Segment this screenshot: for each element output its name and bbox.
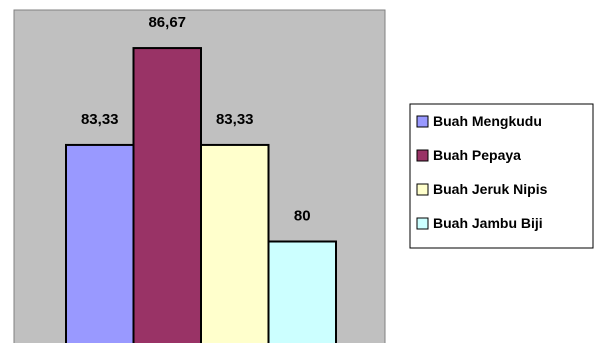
bar-4 [269,242,337,344]
legend-swatch-3 [417,184,428,195]
legend-swatch-2 [417,150,428,161]
data-label-4: 80 [294,208,311,225]
legend-swatch-1 [417,116,428,127]
legend-swatch-4 [417,218,428,229]
data-label-1: 83,33 [81,111,119,128]
bar-3 [201,145,269,343]
legend-label-1: Buah Mengkudu [433,113,542,129]
bar-1 [66,145,134,343]
data-label-3: 83,33 [216,111,254,128]
bar-2 [134,48,202,343]
legend-label-2: Buah Pepaya [433,147,521,163]
data-label-2: 86,67 [148,14,186,31]
legend: Buah Mengkudu Buah Pepaya Buah Jeruk Nipis… [410,104,593,248]
legend-label-4: Buah Jambu Biji [433,215,543,231]
legend-label-3: Buah Jeruk Nipis [433,181,548,197]
